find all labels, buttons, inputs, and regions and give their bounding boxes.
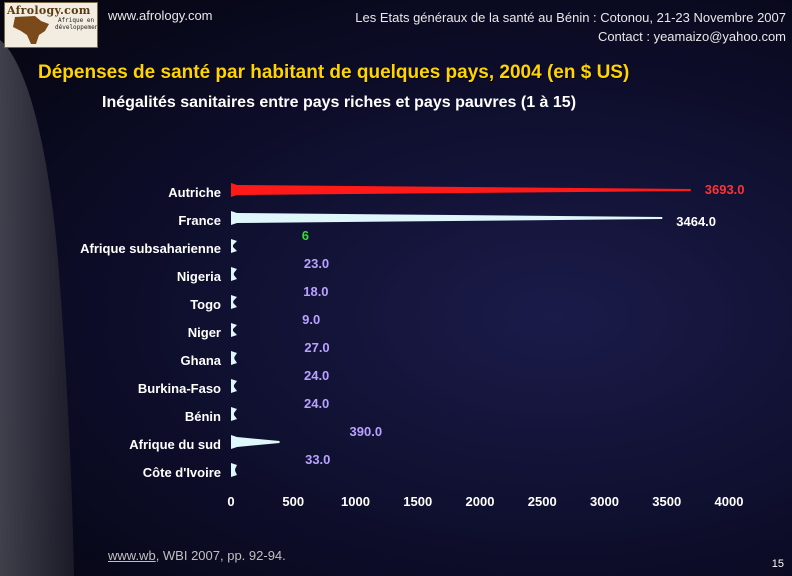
bar [231, 211, 663, 225]
x-tick-label: 3000 [590, 494, 619, 509]
x-tick-label: 4000 [715, 494, 744, 509]
logo-subtitle: Afrique en développement [55, 17, 98, 31]
source-text: , WBI 2007, pp. 92-94. [155, 548, 286, 563]
category-label: Burkina-Faso [138, 381, 221, 396]
category-label: Togo [190, 297, 221, 312]
slide-subtitle: Inégalités sanitaires entre pays riches … [102, 94, 577, 111]
conference-info: Les Etats généraux de la santé au Bénin … [355, 8, 786, 46]
x-tick-label: 1500 [403, 494, 432, 509]
bar [231, 239, 237, 253]
data-label: 3464.0 [676, 214, 716, 229]
category-label: Afrique du sud [129, 437, 221, 452]
bar [231, 407, 237, 421]
data-label: 24.0 [304, 396, 329, 411]
category-label: Niger [188, 325, 221, 340]
bar [231, 351, 237, 365]
bar [231, 379, 237, 393]
category-label: Côte d'Ivoire [143, 465, 221, 480]
data-label: 6 [302, 228, 309, 243]
bar [231, 435, 280, 449]
data-label: 9.0 [302, 312, 320, 327]
slide-title: Dépenses de santé par habitant de quelqu… [38, 62, 630, 83]
bar [231, 295, 237, 309]
bar [231, 183, 691, 197]
category-label: Ghana [181, 353, 222, 368]
afrology-logo: Afrology.com Afrique en développement [4, 2, 98, 48]
category-label: Bénin [185, 409, 221, 424]
site-url: www.afrology.com [108, 8, 213, 23]
data-label: 33.0 [305, 452, 330, 467]
bar [231, 463, 237, 477]
page-number: 15 [771, 558, 784, 570]
x-tick-label: 0 [227, 494, 234, 509]
category-label: France [178, 213, 221, 228]
category-label: Autriche [168, 185, 221, 200]
source-note: www.wb, WBI 2007, pp. 92-94. [108, 548, 286, 563]
data-label: 27.0 [304, 340, 329, 355]
x-tick-label: 500 [282, 494, 304, 509]
data-label: 390.0 [350, 424, 383, 439]
category-label: Nigeria [177, 269, 222, 284]
conference-line: Les Etats généraux de la santé au Bénin … [355, 10, 786, 25]
category-label: Afrique subsaharienne [80, 241, 221, 256]
bar [231, 267, 237, 281]
data-label: 24.0 [304, 368, 329, 383]
logo-title: Afrology.com [7, 4, 91, 17]
source-link[interactable]: www.wb [108, 548, 156, 563]
data-label: 18.0 [303, 284, 328, 299]
bar [231, 323, 237, 337]
x-tick-label: 2500 [528, 494, 557, 509]
x-tick-label: 2000 [466, 494, 495, 509]
africa-map-icon [13, 16, 49, 44]
x-tick-label: 1000 [341, 494, 370, 509]
contact-line: Contact : yeamaizo@yahoo.com [597, 29, 786, 44]
data-label: 3693.0 [705, 182, 745, 197]
data-label: 23.0 [304, 256, 329, 271]
x-tick-label: 3500 [652, 494, 681, 509]
